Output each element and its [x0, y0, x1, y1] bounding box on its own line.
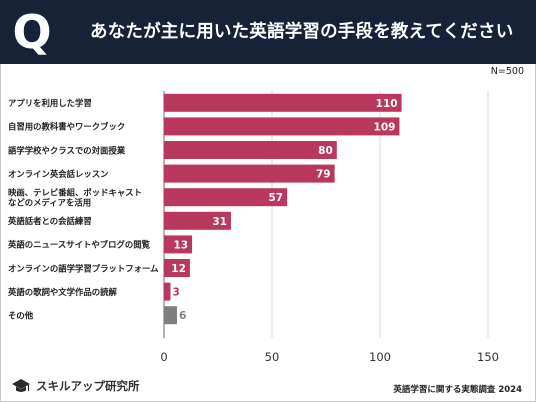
category-label: 自習用の教科書やワークブック	[8, 122, 125, 132]
x-tick-label: 150	[477, 350, 499, 364]
category-label: 英語の歌詞や文学作品の読解	[7, 287, 117, 297]
category-label-line: その他	[8, 311, 34, 321]
data-label: 110	[376, 98, 398, 110]
question-header: Q あなたが主に用いた英語学習の手段を教えてください	[0, 0, 536, 64]
logo-icon	[12, 379, 30, 392]
survey-source: 英語学習に関する実態調査 2024	[393, 385, 522, 395]
x-tick-label: 50	[265, 350, 280, 364]
bar	[164, 141, 337, 159]
bar	[164, 282, 171, 301]
category-label: 英語話者との会話練習	[7, 216, 92, 226]
bar	[164, 188, 288, 207]
data-label: 3	[172, 287, 179, 299]
category-label-line: 自習用の教科書やワークブック	[8, 122, 125, 132]
category-label-line: 語学学校やクラスでの対面授業	[8, 145, 126, 155]
bar	[164, 211, 231, 230]
category-label-line: 英語話者との会話練習	[7, 216, 92, 226]
category-labels: アプリを利用した学習自習用の教科書やワークブック語学学校やクラスでの対面授業オン…	[7, 98, 159, 320]
x-tick-label: 100	[369, 350, 391, 364]
category-label: 語学学校やクラスでの対面授業	[8, 145, 126, 155]
data-label: 109	[374, 121, 396, 133]
category-label-line: 映画、テレビ番組、ポッドキャスト	[8, 188, 142, 198]
category-label: その他	[8, 311, 34, 321]
category-label: 英語のニュースサイトやブログの閲覧	[7, 240, 151, 250]
bar	[164, 93, 402, 112]
x-tick-label: 0	[160, 350, 167, 364]
logo-name: スキルアップ研究所	[36, 379, 140, 393]
data-label: 57	[268, 192, 283, 204]
category-label: 映画、テレビ番組、ポッドキャストなどのメディアを活用	[8, 188, 142, 208]
category-label: オンライン英会話レッスン	[8, 169, 109, 179]
category-label-line: 英語のニュースサイトやブログの閲覧	[7, 240, 151, 250]
bar	[164, 235, 193, 254]
data-label: 12	[171, 263, 186, 275]
data-label: 6	[179, 310, 186, 322]
category-label-line: などのメディアを活用	[8, 198, 91, 208]
category-label-line: アプリを利用した学習	[8, 98, 92, 108]
bar	[164, 164, 335, 183]
x-axis-ticks: 0 50 100 150	[160, 350, 499, 364]
data-label: 79	[316, 169, 331, 181]
data-label: 80	[318, 145, 333, 157]
category-label-line: 英語の歌詞や文学作品の読解	[7, 287, 117, 297]
chart-title: あなたが主に用いた英語学習の手段を教えてください	[90, 22, 514, 42]
bars	[164, 93, 402, 325]
category-label: アプリを利用した学習	[8, 98, 92, 108]
sample-size: N=500	[490, 66, 524, 77]
category-label-line: オンラインの語学学習プラットフォーム	[8, 263, 159, 273]
data-label: 31	[212, 216, 227, 228]
value-labels: 110 109 80 79 57 31 13 12 36	[171, 98, 397, 322]
bar	[164, 117, 400, 136]
category-label: オンラインの語学学習プラットフォーム	[8, 263, 159, 273]
bar	[164, 259, 190, 277]
bar	[164, 306, 177, 325]
footer-logo: スキルアップ研究所	[10, 376, 140, 396]
data-label: 13	[173, 239, 188, 251]
question-badge: Q	[12, 5, 52, 59]
category-label-line: オンライン英会話レッスン	[8, 169, 109, 179]
